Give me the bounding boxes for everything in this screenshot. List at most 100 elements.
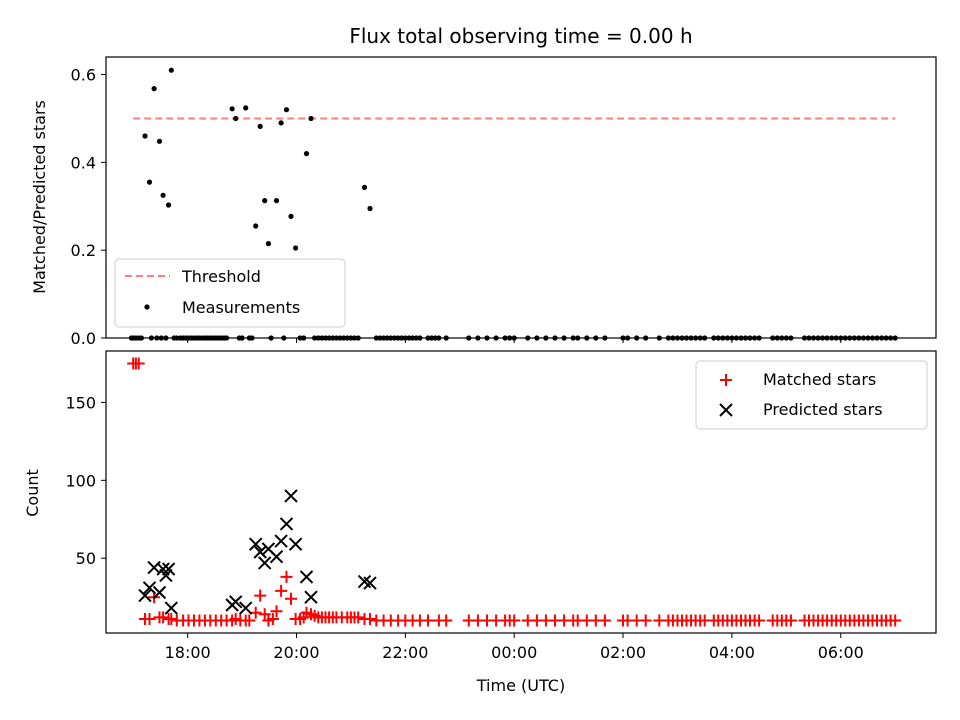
bottom-x-tick-label: 00:00 (491, 643, 537, 662)
measurement-point (293, 245, 299, 251)
predicted-star-point (228, 595, 243, 609)
measurement-point (243, 105, 249, 111)
predicted-star-point (274, 534, 288, 548)
top-panel: Flux total observing time = 0.00 h Match… (30, 24, 937, 348)
measurement-point (367, 205, 373, 212)
legend-matched-label: Matched stars (763, 370, 876, 389)
bottom-y-tick-label: 150 (65, 393, 96, 412)
top-y-tick-label: 0.2 (71, 241, 96, 260)
predicted-star-point (138, 588, 152, 603)
predicted-star-point (299, 570, 314, 584)
bottom-legend-box (695, 360, 928, 430)
x-axis-label: Time (UTC) (476, 676, 565, 695)
matched-star-point (275, 584, 288, 597)
measurement-point (273, 198, 280, 204)
matched-star-point (132, 357, 145, 370)
predicted-star-point (152, 585, 167, 600)
bottom-x-tick-label: 22:00 (382, 643, 428, 662)
predicted-star-point (284, 489, 298, 503)
legend-matched-swatch (720, 374, 732, 386)
matched-star-point (364, 613, 376, 625)
matched-star-point (280, 570, 293, 583)
predicted-star-point (257, 556, 272, 570)
measurement-point (168, 67, 174, 73)
matched-star-point (157, 611, 170, 624)
bottom-plot-frame (105, 350, 937, 634)
measurement-point (262, 198, 268, 204)
top-ticks: 0.0 0.2 0.4 0.6 (71, 66, 842, 348)
chart-title: Flux total observing time = 0.00 h (349, 24, 692, 48)
bottom-x-tick-label: 04:00 (709, 643, 755, 662)
measurement-point (142, 133, 148, 139)
matched-star-point (639, 614, 652, 627)
matched-star-point (165, 613, 178, 625)
measurement-point (156, 138, 163, 144)
matched-star-point (352, 611, 365, 624)
predicted-star-point (248, 537, 263, 551)
bottom-panel: Count Time (UTC) 50 100 150 18:00 20:00 22:00… (23, 350, 937, 695)
matched-star-point (143, 613, 156, 625)
legend-predicted-swatch (719, 403, 733, 417)
measurement-point (308, 115, 314, 122)
measurement-point (146, 179, 153, 185)
bottom-x-tick-label: 02:00 (600, 643, 646, 662)
matched-star-point (440, 614, 453, 627)
measurement-point (160, 192, 166, 198)
bottom-x-tick-label: 18:00 (165, 643, 211, 662)
top-y-axis-label: Matched/Predicted stars (30, 100, 49, 294)
top-y-tick-label: 0.4 (71, 153, 96, 172)
matched-star-point (266, 613, 279, 625)
predicted-star-point (269, 549, 284, 564)
measurement-point (278, 120, 284, 126)
legend-measurements-swatch (144, 304, 150, 310)
legend-threshold-label: Threshold (181, 267, 261, 286)
matched-star-point (285, 592, 297, 605)
measurement-point (265, 241, 271, 247)
measurement-point (361, 184, 368, 190)
bottom-y-axis-label: Count (23, 469, 42, 517)
matched-star-point (598, 614, 611, 627)
matched-star-point (889, 614, 902, 627)
top-plot-frame (105, 56, 937, 339)
predicted-star-point (142, 581, 157, 595)
bottom-x-tick-label: 06:00 (818, 643, 864, 662)
measurement-point (166, 202, 172, 208)
matched-star-point (753, 614, 766, 627)
measurement-point (233, 115, 239, 122)
top-legend: Threshold Measurements (114, 258, 346, 328)
bottom-ticks: 50 100 150 18:00 20:00 22:00 00:00 02:00 04:00 06… (65, 393, 863, 662)
measurement-point (288, 213, 294, 219)
measurement-point (257, 123, 263, 129)
predicted-star-point (253, 545, 267, 559)
matched-star-point (258, 608, 271, 621)
measurement-point (151, 86, 157, 92)
legend-predicted-label: Predicted stars (763, 400, 883, 419)
top-legend-box (114, 258, 346, 328)
measurement-point (303, 151, 310, 157)
matched-star-point (254, 589, 267, 602)
top-y-tick-label: 0.0 (71, 329, 96, 348)
matched-star-point (508, 614, 521, 627)
measurement-point (283, 107, 290, 113)
legend-measurements-label: Measurements (182, 298, 300, 317)
bottom-y-tick-label: 100 (65, 471, 96, 490)
predicted-star-point (304, 590, 318, 604)
measurement-point (253, 223, 259, 229)
predicted-star-point (363, 576, 377, 590)
predicted-star-point (164, 601, 179, 615)
matched-star-point (270, 605, 283, 618)
matched-star-point (243, 614, 256, 627)
bottom-x-tick-label: 20:00 (273, 643, 319, 662)
predicted-star-point (238, 601, 253, 615)
predicted-star-point (161, 562, 176, 576)
top-plot-marks (128, 67, 898, 341)
matched-star-point (422, 614, 434, 627)
top-y-tick-label: 0.6 (71, 66, 96, 85)
bottom-plot-marks (127, 357, 902, 627)
measurement-point (229, 106, 235, 112)
bottom-y-tick-label: 50 (76, 549, 96, 568)
predicted-star-point (288, 537, 303, 551)
predicted-star-point (279, 517, 294, 531)
